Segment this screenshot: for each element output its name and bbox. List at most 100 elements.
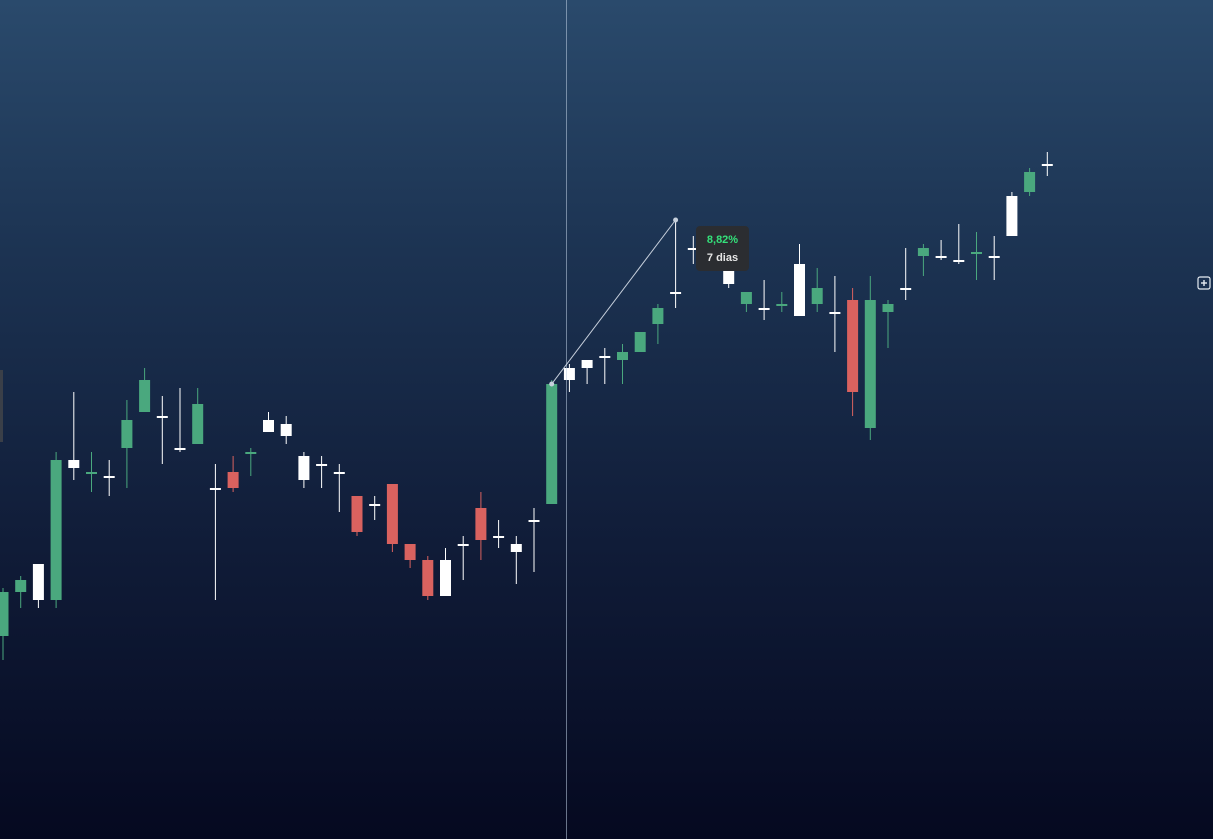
candle [776,292,788,312]
candle [900,248,912,300]
candle-body [652,308,664,324]
measure-line [551,219,676,385]
measure-tooltip: 8,82% 7 dias [696,226,749,271]
candle-body [174,448,186,450]
candle-body [0,592,9,636]
candle-body [351,496,363,532]
candle-body [192,404,204,444]
candle [864,276,876,440]
candle [50,452,62,608]
candle [546,380,558,504]
candle-body [1024,172,1036,192]
candle [740,292,752,312]
candle-body [316,464,328,466]
candle [475,492,487,560]
candle [847,288,859,416]
candle-body [422,560,434,596]
candle [86,452,97,492]
candle [0,588,9,660]
candle-body [900,288,912,290]
candle-body [68,460,80,468]
candle [245,448,257,476]
candle [599,348,611,384]
candle-body [758,308,770,310]
candle-body [139,380,151,412]
candle-body [971,252,982,254]
crosshair-vertical-line [566,0,567,839]
candle-body [245,452,257,454]
candle [935,240,947,260]
candle [404,544,416,568]
measure-end-point[interactable] [673,217,679,223]
candle-body [917,248,929,256]
candle-body [15,580,27,592]
candle-body [386,484,398,544]
candle [510,536,522,584]
candle-body [32,564,44,600]
candle [581,360,593,384]
candle [670,220,682,308]
candle-body [404,544,416,560]
candle-body [687,248,699,250]
candle [493,520,505,548]
candle-body [546,384,558,504]
candle [758,280,770,320]
candle [156,396,168,464]
candle [369,496,381,520]
measure-percent: 8,82% [706,233,739,246]
candle-body [121,420,133,448]
candle-body [103,476,115,478]
candle [68,392,80,480]
candle [882,300,894,348]
candle [15,576,27,608]
candle [563,364,575,392]
candle-body [333,472,345,474]
candle [103,460,115,496]
candle-body [209,488,221,490]
candle [139,368,151,412]
candle [687,236,699,264]
candle [811,268,823,312]
candle [32,564,44,608]
candle-body [528,520,540,522]
candle-body [440,560,451,596]
candle-body [510,544,522,552]
candle [1006,192,1018,236]
candle [1024,168,1036,196]
expand-icon[interactable] [1197,276,1211,290]
candles-group [0,152,1053,660]
candle [617,344,628,384]
candle-body [369,504,381,506]
candle [386,484,398,552]
candle [280,416,292,444]
candle [953,224,965,264]
measure-start-point[interactable] [549,381,555,387]
candle [351,496,363,536]
candle [652,304,664,344]
candle-body [829,312,841,314]
candle-body [50,460,62,600]
candle-body [634,332,646,352]
candle [192,388,204,444]
candle-body [156,416,168,418]
left-panel-handle[interactable] [0,370,3,442]
candle-body [280,424,292,436]
candle [1041,152,1053,176]
candle-body [776,304,788,306]
candle-body [599,356,611,358]
measure-tool [549,217,679,387]
candle-body [86,472,97,474]
candle-body [988,256,1000,258]
candle-body [935,256,947,258]
candle [917,244,929,276]
candle-body [794,264,805,316]
candle [457,536,469,580]
candle [988,236,1000,280]
candle-body [581,360,593,368]
candle-body [227,472,239,488]
candle [528,508,540,572]
candle-body [457,544,469,546]
candle [440,548,451,596]
candle [209,464,221,600]
